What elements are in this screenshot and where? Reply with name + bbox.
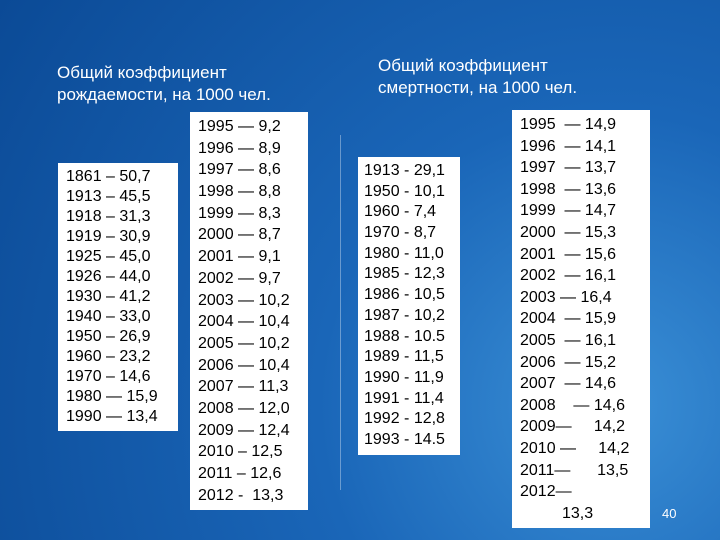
list-item: 1990 — 13,4: [66, 408, 158, 425]
list-item: 1992 - 12,8: [364, 410, 445, 428]
list-item: 1998 — 13,6: [520, 180, 617, 198]
death-heading: Общий коэффициент смертности, на 1000 че…: [378, 55, 577, 99]
list-item: 1960 – 23,2: [66, 348, 151, 365]
list-item: 2001 — 15,6: [520, 245, 617, 263]
list-item: 1995 — 14,9: [520, 116, 617, 133]
heading-line: рождаемости, на 1000 чел.: [57, 85, 271, 104]
list-item: 1987 - 10,2: [364, 306, 445, 324]
list-item: 13,3: [562, 504, 594, 522]
list-item: 2007 — 14,6: [520, 375, 617, 393]
list-item: 2011— 13,5: [520, 461, 629, 479]
list-item: 1988 - 10.5: [364, 327, 445, 345]
heading-line: смертности, на 1000 чел.: [378, 78, 578, 97]
list-item: 1990 - 11,9: [364, 368, 444, 386]
list-item: 1918 – 31,3: [66, 208, 151, 225]
list-item: 1926 – 44,0: [66, 268, 151, 285]
page-number: 40: [662, 506, 677, 521]
list-item: 2010 – 12,5: [198, 443, 283, 461]
list-item: 2009 — 12,4: [198, 421, 290, 439]
list-item: 1999 — 14,7: [520, 202, 617, 220]
list-box: 1995 — 9,2 1996 — 8,9 1997 — 8,6 1998 — 8,8…: [190, 112, 308, 511]
list-item: 2002 — 16,1: [520, 267, 617, 285]
list-item: 1998 — 8,8: [198, 183, 281, 201]
list-item: 2009— 14,2: [520, 418, 625, 436]
list-item: 1991 - 11,4: [364, 389, 444, 407]
list-item: 1913 – 45,5: [66, 188, 151, 205]
list-item: 2011 – 12,6: [198, 465, 282, 482]
list-item: 1997 — 13,7: [520, 159, 617, 177]
list-item: 1999 — 8,3: [198, 204, 281, 222]
list-item: 1997 — 8,6: [198, 161, 281, 179]
list-item: 2003 — 16,4: [520, 288, 612, 306]
list-item: 1950 - 10,1: [364, 182, 445, 200]
list-item: 2012—: [520, 483, 572, 501]
list-item: 1980 — 15,9: [66, 388, 158, 405]
list-item: 1985 - 12,3: [364, 265, 445, 283]
list-item: 2001 — 9,1: [198, 248, 281, 266]
list-item: 2005 — 10,2: [198, 334, 290, 352]
list-item: 2004 — 10,4: [198, 313, 290, 331]
divider: [340, 135, 341, 490]
list-item: 1996 — 8,9: [198, 139, 281, 157]
list-item: 2005 — 16,1: [520, 331, 617, 349]
list-item: 1970 - 8,7: [364, 224, 437, 242]
list-item: 1996 — 14,1: [520, 137, 617, 155]
list-item: 2006 — 10,4: [198, 356, 290, 374]
list-item: 2003 — 10,2: [198, 291, 290, 309]
list-item: 2008 — 12,0: [198, 399, 290, 417]
list-item: 2010 — 14,2: [520, 439, 630, 457]
list-item: 1925 – 45,0: [66, 248, 151, 265]
list-item: 2004 — 15,9: [520, 310, 617, 328]
list-item: 1995 — 9,2: [198, 118, 281, 135]
heading-line: Общий коэффициент: [378, 56, 548, 75]
list-box: 1913 - 29,1 1950 - 10,1 1960 - 7,4 1970 - 8…: [358, 157, 460, 455]
list-item: 1993 - 14.5: [364, 430, 445, 448]
list-item: 2002 — 9,7: [198, 269, 281, 287]
list-item: 1980 - 11,0: [364, 244, 444, 262]
birth-heading: Общий коэффициент рождаемости, на 1000 ч…: [57, 62, 271, 106]
list-item: 1960 - 7,4: [364, 203, 437, 221]
list-item: 1919 – 30,9: [66, 228, 151, 245]
list-item: 2006 — 15,2: [520, 353, 617, 371]
list-item: 1940 – 33,0: [66, 308, 151, 325]
list-item: 2008 — 14,6: [520, 396, 625, 414]
list-item: 1989 - 11,5: [364, 348, 444, 366]
list-item: 1861 – 50,7: [66, 168, 151, 185]
list-box: 1861 – 50,7 1913 – 45,5 1918 – 31,3 1919 – …: [58, 163, 178, 431]
list-item: 1950 – 26,9: [66, 328, 151, 345]
list-item: 1986 - 10,5: [364, 286, 445, 304]
list-item: 1970 – 14,6: [66, 368, 151, 385]
list-item: 2000 — 15,3: [520, 223, 617, 241]
list-item: 1913 - 29,1: [364, 162, 445, 179]
list-box: 1995 — 14,9 1996 — 14,1 1997 — 13,7 1998 — …: [512, 110, 650, 529]
list-item: 1930 – 41,2: [66, 288, 151, 305]
heading-line: Общий коэффициент: [57, 63, 227, 82]
list-item: 2012 - 13,3: [198, 486, 284, 504]
list-item: 2000 — 8,7: [198, 226, 281, 244]
list-item: 2007 — 11,3: [198, 378, 289, 396]
